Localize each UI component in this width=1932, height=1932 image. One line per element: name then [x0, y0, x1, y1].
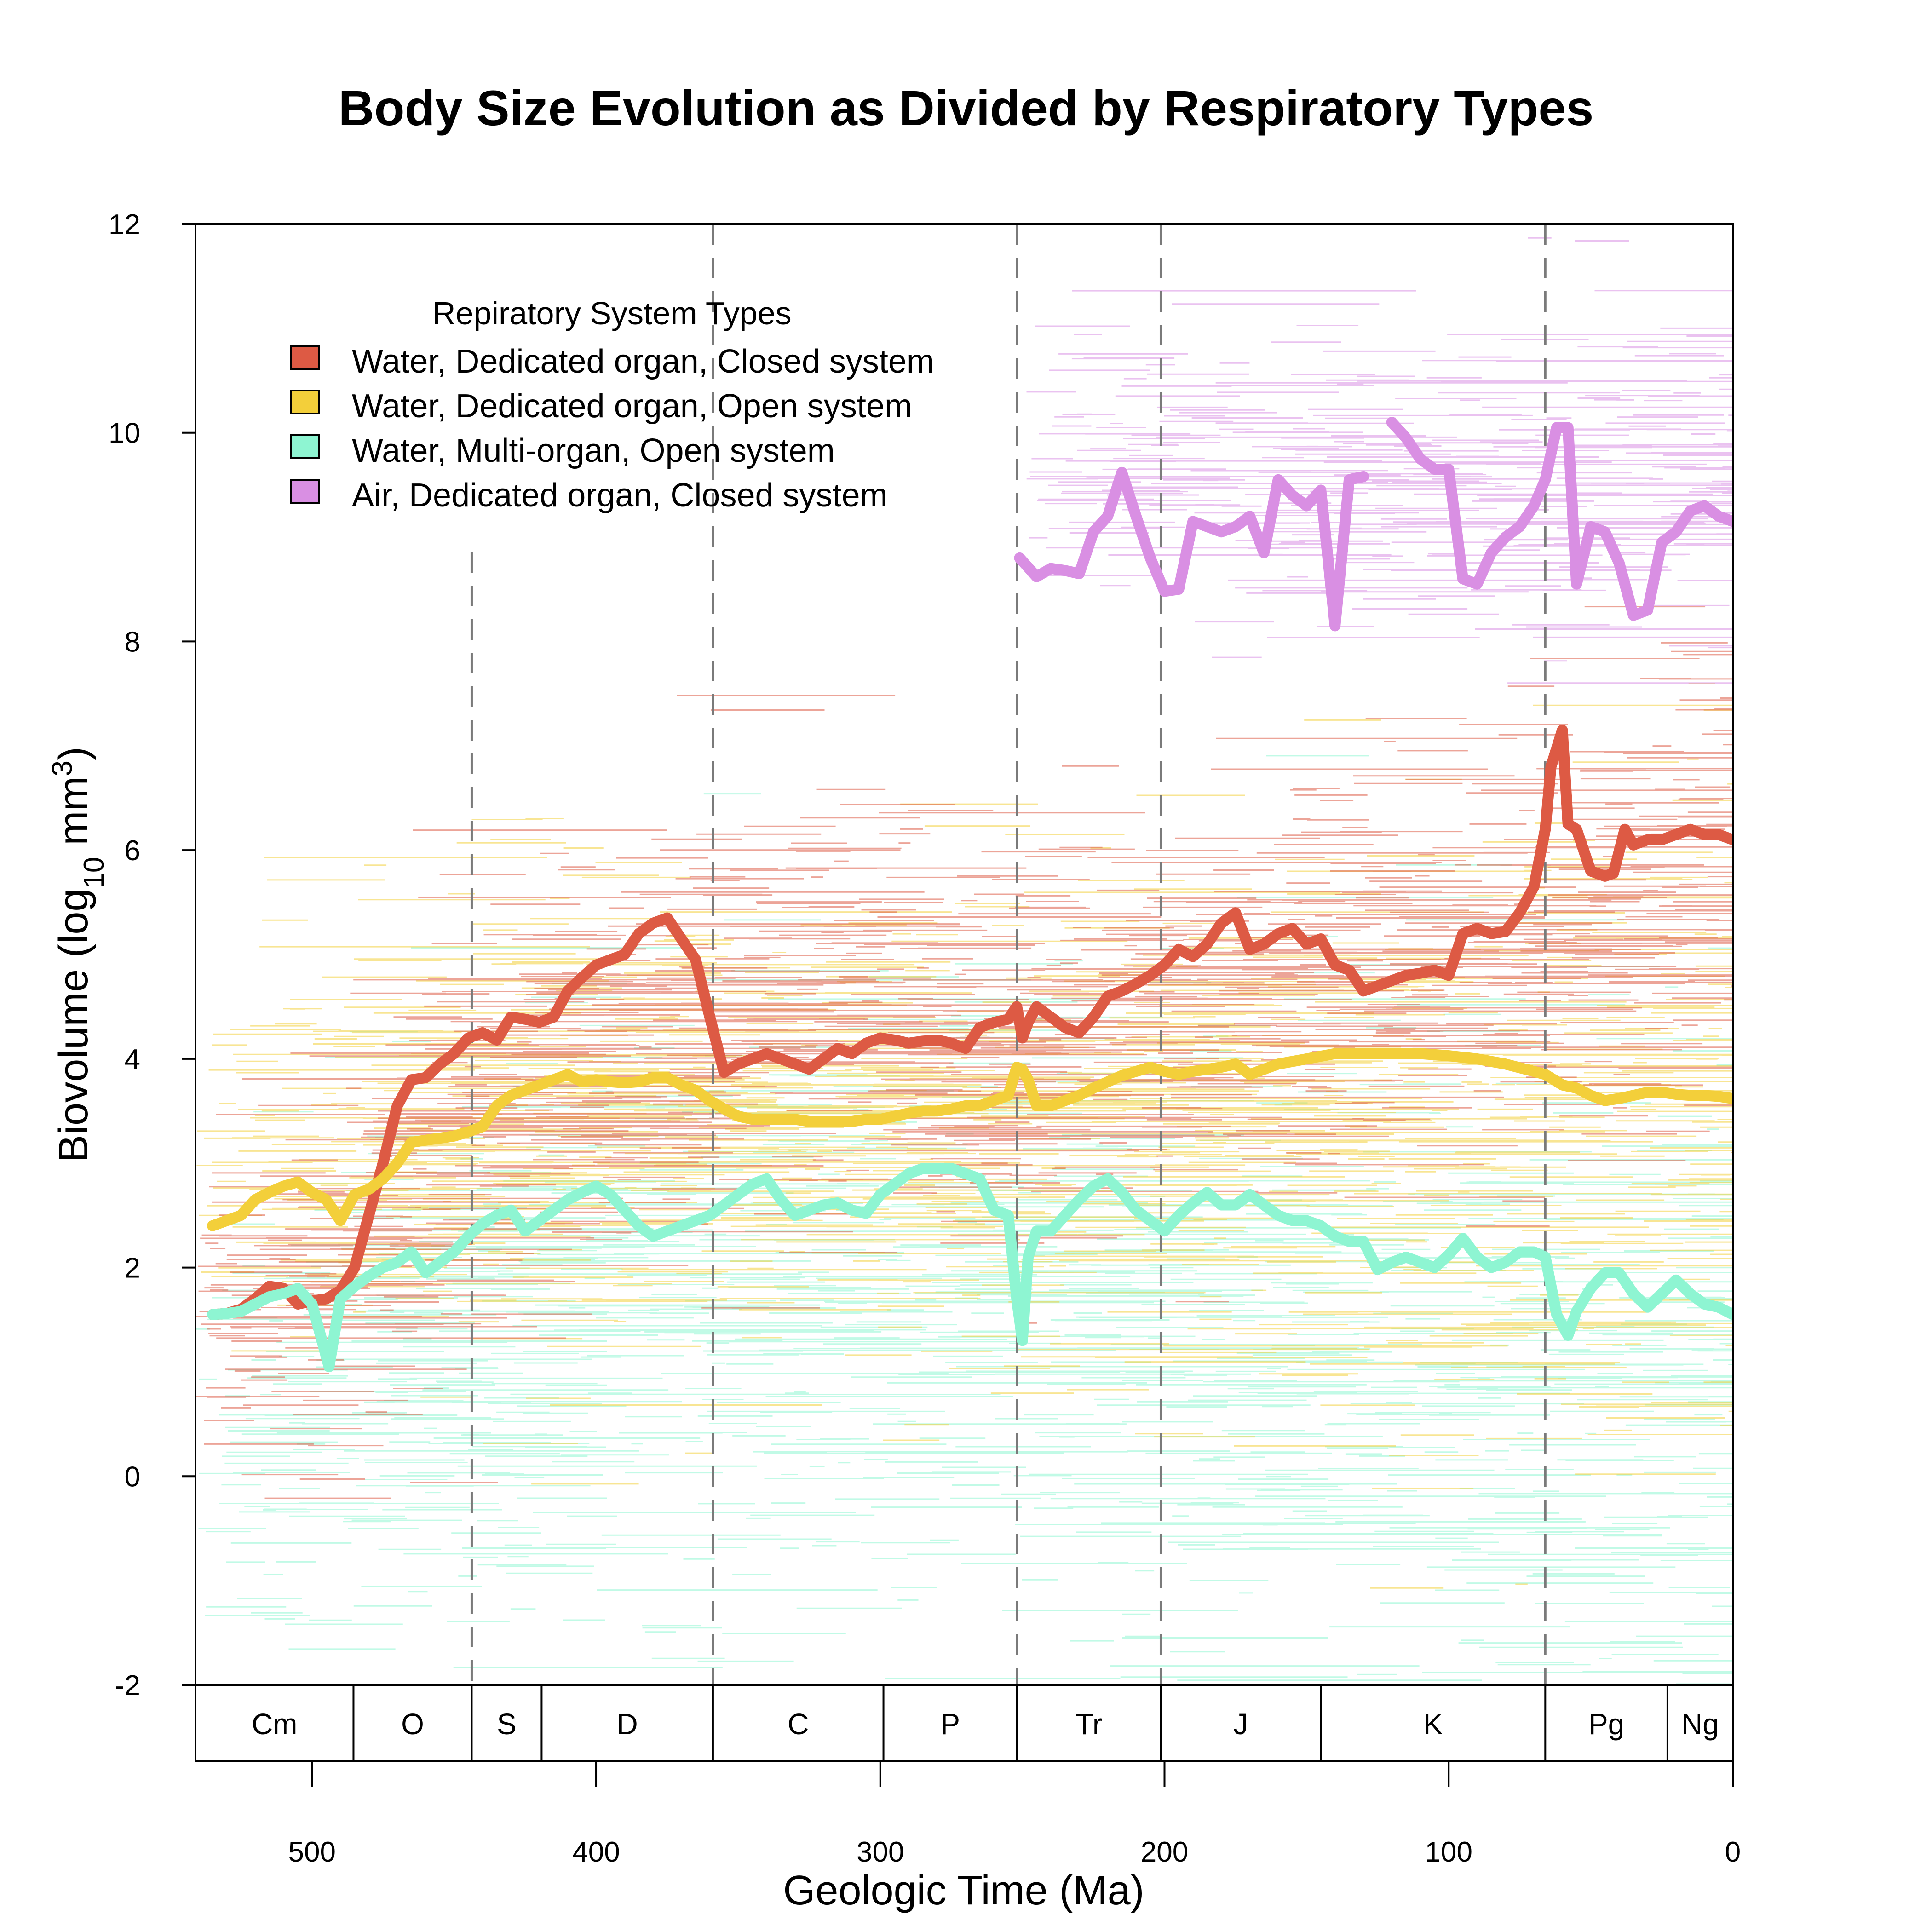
y-axis: -2 0 2 4 6 8 10 12 — [109, 209, 196, 1702]
x-tick-label: 300 — [857, 1836, 904, 1868]
legend-label-3: Water, Multi-organ, Open system — [352, 432, 835, 469]
x-tick-label: 400 — [572, 1836, 620, 1868]
period-label-j: J — [1233, 1708, 1248, 1741]
y-tick-label: -2 — [115, 1670, 140, 1702]
y-axis-label-close: ) — [51, 747, 97, 760]
y-tick-label: 0 — [125, 1461, 140, 1493]
period-label-cm: Cm — [252, 1708, 298, 1741]
series-line-4-2 — [1386, 417, 1733, 621]
y-axis-label-sup: 3 — [46, 760, 78, 776]
series-line-2-1 — [207, 1048, 1733, 1231]
period-label-ng: Ng — [1681, 1708, 1719, 1741]
series-line-4-1 — [1014, 466, 1369, 632]
chart-title: Body Size Evolution as Divided by Respir… — [339, 80, 1594, 136]
geologic-period-strip: Cm O S D C P Tr J K Pg Ng — [195, 1684, 1734, 1762]
legend-label-4: Air, Dedicated organ, Closed system — [352, 477, 888, 514]
x-tick-label: 0 — [1725, 1836, 1741, 1868]
legend: Repiratory System Types Water, Dedicated… — [290, 295, 934, 514]
x-tick-label: 100 — [1425, 1836, 1472, 1868]
legend-label-1: Water, Dedicated organ, Closed system — [352, 343, 934, 380]
series-line-1-1 — [207, 724, 1733, 1320]
x-axis-label: Geologic Time (Ma) — [783, 1868, 1144, 1914]
period-label-d: D — [617, 1708, 638, 1741]
y-axis-label-unit: mm — [51, 776, 97, 857]
mean-size-lines — [207, 417, 1733, 1373]
y-tick-label: 6 — [125, 835, 140, 867]
period-label-o: O — [401, 1708, 424, 1741]
series-line-3-1 — [207, 1163, 1733, 1373]
legend-swatch-2 — [290, 390, 320, 414]
legend-title: Repiratory System Types — [432, 295, 792, 331]
x-axis: 500 400 300 200 100 0 — [288, 1761, 1741, 1868]
period-label-p: P — [940, 1708, 960, 1741]
y-axis-label-sub: 10 — [78, 857, 110, 889]
y-tick-label: 2 — [125, 1253, 140, 1284]
x-tick-label: 200 — [1141, 1836, 1188, 1868]
y-tick-label: 4 — [125, 1044, 140, 1075]
period-label-s: S — [497, 1708, 517, 1741]
period-label-c: C — [788, 1708, 809, 1741]
y-tick-label: 8 — [125, 626, 140, 658]
period-strip-frame — [195, 1684, 1734, 1762]
legend-swatch-4 — [290, 479, 320, 504]
y-tick-label: 10 — [109, 418, 140, 449]
y-tick-label: 12 — [109, 209, 140, 241]
x-tick-label: 500 — [288, 1836, 336, 1868]
range-band-group-4 — [1026, 237, 1733, 684]
y-axis-label-main: Biovolume (log — [51, 889, 97, 1162]
legend-swatch-1 — [290, 345, 320, 370]
period-label-k: K — [1423, 1708, 1443, 1741]
y-axis-label: Biovolume (log10 mm3) — [46, 747, 110, 1162]
legend-label-2: Water, Dedicated organ, Open system — [352, 388, 912, 425]
period-label-tr: Tr — [1075, 1708, 1102, 1741]
legend-swatch-3 — [290, 434, 320, 459]
period-label-pg: Pg — [1588, 1708, 1624, 1741]
